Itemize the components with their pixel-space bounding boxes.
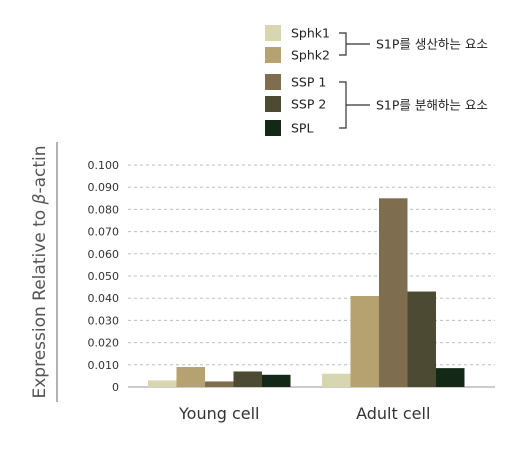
- y-tick-label: 0.070: [88, 226, 120, 239]
- y-tick-label: 0.100: [88, 159, 120, 172]
- bar-ssp1-young-cell: [205, 381, 234, 387]
- x-category-label: Adult cell: [356, 404, 430, 423]
- y-axis-label-text: Expression Relative to β-actin: [30, 145, 50, 398]
- legend-bracket: [339, 81, 370, 129]
- legend-swatch: [265, 74, 281, 90]
- y-tick-label: 0.030: [88, 314, 120, 327]
- y-tick-label: 0.080: [88, 203, 120, 216]
- x-category-label: Young cell: [178, 404, 260, 423]
- legend-swatch: [265, 25, 281, 41]
- legend-swatch: [265, 47, 281, 63]
- x-category-labels: Young cell Adult cell: [178, 404, 430, 423]
- y-tick-label: 0.090: [88, 181, 120, 194]
- bar-sphk1-adult-cell: [322, 373, 351, 387]
- legend-group-label: S1P를 생산하는 요소: [376, 37, 488, 52]
- bar-sphk2-young-cell: [176, 367, 205, 387]
- legend-label: SSP 1: [291, 75, 326, 90]
- gridlines: [128, 164, 495, 366]
- legend-label: Sphk1: [291, 26, 330, 41]
- y-axis-label-greek: β: [30, 193, 50, 205]
- legend-group-label: S1P를 분해하는 요소: [376, 98, 488, 113]
- y-tick-label: 0.010: [88, 359, 120, 372]
- legend-label: SPL: [291, 121, 313, 136]
- legend-swatch: [265, 96, 281, 112]
- bars: [148, 198, 465, 387]
- y-axis-label-main: Expression Relative to: [30, 204, 50, 398]
- bar-ssp2-adult-cell: [407, 291, 436, 387]
- y-axis-label: Expression Relative to β-actin: [30, 142, 58, 402]
- legend-label: SSP 2: [291, 97, 326, 112]
- bar-sphk2-adult-cell: [350, 295, 379, 387]
- legend-bracket: [339, 32, 370, 56]
- legend: Sphk1 Sphk2 SSP 1 SSP 2 SPL S1P를 생산하는 요소 S1P를 …: [265, 25, 488, 136]
- y-tick-labels: 0 0.010 0.020 0.030 0.040 0.050 0.060 0.070 0.08…: [88, 159, 120, 394]
- legend-label: Sphk2: [291, 48, 330, 63]
- bar-spl-adult-cell: [436, 368, 465, 387]
- bar-sphk1-young-cell: [148, 380, 177, 387]
- y-tick-label: 0.040: [88, 292, 120, 305]
- bar-ssp2-young-cell: [233, 371, 262, 387]
- bar-ssp1-adult-cell: [379, 198, 408, 387]
- y-tick-label: 0: [112, 381, 119, 394]
- y-tick-label: 0.020: [88, 337, 120, 350]
- y-tick-label: 0.050: [88, 270, 120, 283]
- legend-swatch: [265, 120, 281, 136]
- y-axis-label-suffix: -actin: [30, 145, 50, 193]
- bar-spl-young-cell: [262, 374, 291, 387]
- y-tick-label: 0.060: [88, 248, 120, 261]
